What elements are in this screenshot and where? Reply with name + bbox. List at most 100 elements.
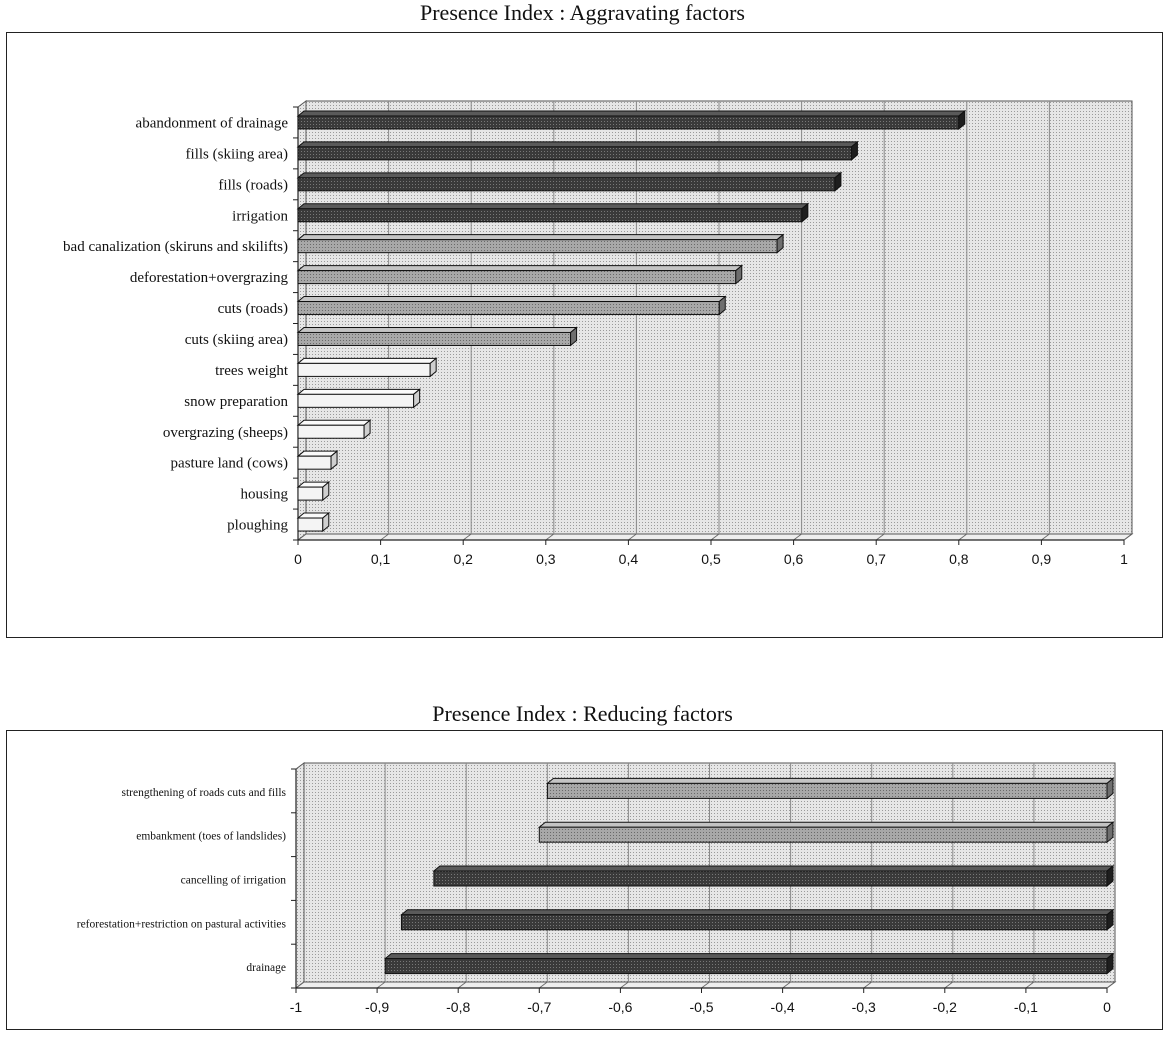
floor-gridline	[620, 981, 629, 989]
floor-gridline	[793, 533, 802, 541]
category-label: fills (roads)	[218, 177, 288, 193]
reducing-chart-title: Presence Index : Reducing factors	[432, 701, 733, 726]
category-label: pasture land (cows)	[171, 456, 288, 472]
x-tick-label: 0,9	[1032, 551, 1052, 567]
x-tick-label: -0,2	[933, 999, 957, 1015]
x-tick-label: -0,4	[771, 999, 795, 1015]
category-label: deforestation+overgrazing	[130, 270, 289, 286]
x-tick-label: 0,4	[619, 551, 639, 567]
x-tick-label: -0,3	[852, 999, 876, 1015]
x-tick-label: 0,3	[536, 551, 556, 567]
floor-gridline	[710, 533, 720, 541]
category-label: reforestation+restriction on pastural ac…	[77, 918, 287, 930]
bar	[297, 393, 415, 408]
aggravating-chart-title: Presence Index : Aggravating factors	[420, 0, 745, 25]
floor-gridline	[782, 981, 791, 989]
bar	[297, 517, 324, 532]
bar	[538, 826, 1108, 843]
floor-gridline	[457, 981, 467, 989]
x-tick-label: 0	[1103, 999, 1111, 1015]
bar	[297, 301, 720, 316]
bar	[297, 362, 431, 377]
bar	[297, 146, 852, 161]
x-tick-label: 0,8	[949, 551, 969, 567]
bar-side-face	[1106, 864, 1114, 888]
bar-top-face	[296, 357, 438, 364]
x-tick-label: -0,9	[365, 999, 389, 1015]
bar	[297, 455, 332, 470]
category-label: snow preparation	[184, 394, 288, 410]
bar-side-face	[1106, 821, 1114, 844]
bar-top-face	[296, 141, 859, 148]
bar	[433, 870, 1108, 887]
bar	[297, 115, 960, 130]
bar-side-face	[429, 357, 437, 378]
floor-gridline	[701, 981, 710, 989]
floor-gridline	[628, 533, 637, 541]
floor-gridline	[297, 533, 307, 541]
bar-top-face	[296, 203, 810, 210]
bar	[297, 177, 836, 192]
category-label: embankment (toes of landslides)	[136, 831, 286, 843]
bar-top-face	[546, 777, 1115, 784]
x-tick-label: 0,2	[453, 551, 473, 567]
bar-top-face	[296, 110, 967, 117]
x-tick-label: 0,1	[371, 551, 391, 567]
bar-side-face	[1106, 952, 1114, 975]
reducing-chart: -1 -0,9 -0,8 -0,7 -0,6 -0,5 -0,4 -0,3 -0,2 -0,1 0 s…	[77, 762, 1117, 1015]
bar-side-face	[834, 171, 842, 192]
bar	[297, 424, 365, 439]
bar-top-face	[296, 388, 422, 395]
category-label: fills (skiing area)	[186, 146, 288, 162]
bar-side-face	[413, 388, 421, 409]
plot-side-wall	[295, 762, 305, 989]
x-tick-label: 0	[294, 551, 302, 567]
category-label: trees weight	[215, 363, 289, 379]
bar-side-face	[363, 419, 371, 440]
floor-gridline	[295, 981, 305, 989]
floor-gridline	[944, 981, 954, 989]
category-label: bad canalization (skiruns and skilifts)	[63, 239, 288, 255]
category-label: overgrazing (sheeps)	[163, 425, 288, 441]
bar-side-face	[850, 140, 858, 161]
x-tick-label: 0,6	[784, 551, 804, 567]
category-label: abandonment of drainage	[136, 115, 289, 131]
floor-gridline	[958, 533, 968, 541]
bar-top-face	[296, 296, 727, 303]
bar-top-face	[296, 419, 372, 426]
bar-side-face	[958, 109, 966, 131]
floor-gridline	[863, 981, 872, 989]
bar	[297, 239, 778, 254]
aggravating-chart: 0 0,1 0,2 0,3 0,4 0,5 0,6 0,7 0,8 0,9 1 abandonment…	[63, 100, 1134, 567]
bar-top-face	[432, 865, 1115, 872]
bar-side-face	[570, 326, 578, 347]
bar-top-face	[296, 265, 744, 272]
bar-side-face	[718, 295, 726, 316]
plot-side-wall	[297, 100, 307, 541]
category-label: housing	[240, 487, 288, 503]
bar-side-face	[801, 202, 809, 223]
floor-gridline	[1106, 981, 1116, 989]
bar-top-face	[400, 909, 1115, 916]
bar-top-face	[296, 234, 785, 241]
x-tick-label: -0,8	[446, 999, 470, 1015]
category-label: irrigation	[232, 208, 288, 224]
category-label: ploughing	[227, 518, 288, 534]
bar	[546, 782, 1108, 799]
category-label: cuts (roads)	[218, 301, 288, 317]
floor-gridline	[1123, 533, 1133, 541]
bar	[297, 270, 737, 285]
bar-top-face	[296, 172, 843, 179]
bar-top-face	[296, 326, 578, 333]
floor-gridline	[380, 533, 389, 541]
category-label: cancelling of irrigation	[181, 875, 287, 887]
x-tick-label: -0,7	[527, 999, 551, 1015]
floor-gridline	[1041, 533, 1050, 541]
category-label: cuts (skiing area)	[185, 332, 288, 348]
bar-side-face	[735, 264, 743, 285]
category-label: strengthening of roads cuts and fills	[122, 787, 287, 799]
floor-gridline	[462, 533, 472, 541]
floor-gridline	[545, 533, 555, 541]
bar-side-face	[322, 481, 330, 502]
